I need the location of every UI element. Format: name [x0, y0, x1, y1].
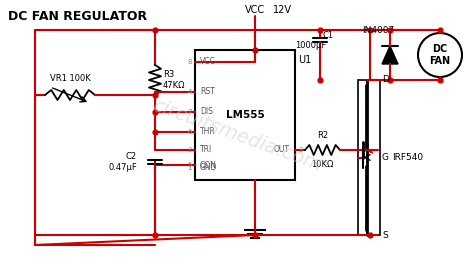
- Text: VCC: VCC: [200, 58, 216, 67]
- Text: R3
47KΩ: R3 47KΩ: [163, 70, 185, 90]
- Text: CON: CON: [200, 161, 217, 170]
- Text: VCC: VCC: [245, 5, 265, 15]
- Text: VR1 100K: VR1 100K: [50, 74, 91, 83]
- Text: 5: 5: [188, 162, 192, 168]
- Text: IN4007: IN4007: [362, 26, 394, 35]
- Text: 10KΩ: 10KΩ: [311, 160, 334, 169]
- Text: THR: THR: [200, 127, 216, 136]
- Text: S: S: [382, 231, 388, 240]
- Text: G: G: [382, 153, 389, 162]
- Text: 2: 2: [188, 147, 192, 153]
- Text: OUT: OUT: [274, 145, 290, 154]
- FancyBboxPatch shape: [358, 80, 380, 235]
- Text: D: D: [382, 76, 389, 85]
- Text: 7: 7: [188, 109, 192, 115]
- Text: C2
0.47μF: C2 0.47μF: [108, 152, 137, 172]
- Text: 8: 8: [188, 59, 192, 65]
- Text: DC FAN REGULATOR: DC FAN REGULATOR: [8, 10, 147, 23]
- Polygon shape: [382, 46, 398, 64]
- Text: U1: U1: [298, 55, 311, 65]
- Text: RST: RST: [200, 87, 215, 96]
- Text: TRI: TRI: [200, 145, 212, 154]
- Text: 1000μF: 1000μF: [295, 41, 326, 50]
- Text: circuitsmedia.com: circuitsmedia.com: [150, 95, 324, 175]
- FancyBboxPatch shape: [195, 50, 295, 180]
- Text: 6: 6: [188, 129, 192, 135]
- Text: 12V: 12V: [273, 5, 292, 15]
- Text: 1: 1: [188, 165, 192, 171]
- Text: LM555: LM555: [226, 110, 264, 120]
- Text: DIS: DIS: [200, 108, 213, 117]
- Text: GND: GND: [200, 164, 218, 173]
- Text: DC
FAN: DC FAN: [429, 44, 451, 66]
- Text: IRF540: IRF540: [392, 153, 423, 162]
- Text: C1: C1: [323, 32, 334, 41]
- Text: R2: R2: [317, 131, 328, 140]
- Text: 3: 3: [298, 147, 302, 153]
- Text: 4: 4: [188, 89, 192, 95]
